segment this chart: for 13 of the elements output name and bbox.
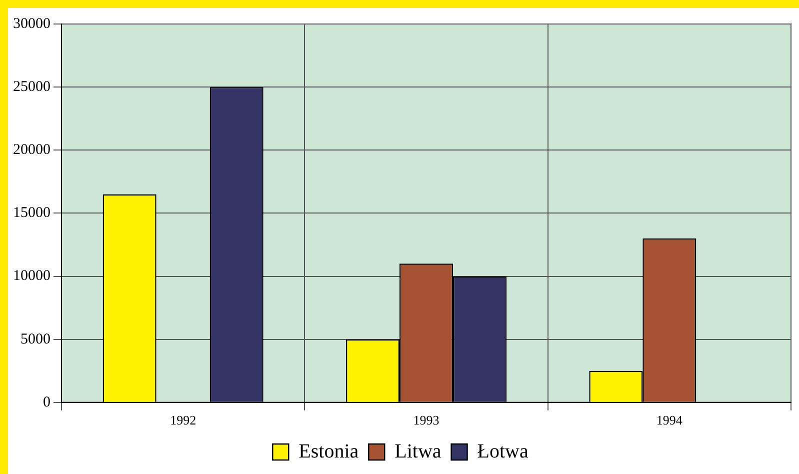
y-tick-label: 20000 xyxy=(13,142,50,158)
y-tick-label: 25000 xyxy=(13,79,50,96)
y-tick-label: 30000 xyxy=(13,16,50,32)
x-tick-label: 1992 xyxy=(170,412,196,428)
y-tick-label: 10000 xyxy=(13,268,50,284)
x-tick-label: 1994 xyxy=(656,412,683,428)
y-tick-label: 0 xyxy=(43,394,50,410)
y-tick-label: 15000 xyxy=(13,205,50,222)
legend-label: Litwa xyxy=(394,440,442,462)
x-tick-label: 1993 xyxy=(413,412,440,428)
legend-label: Łotwa xyxy=(477,440,528,462)
legend-label: Estonia xyxy=(298,440,359,462)
y-tick-label: 5000 xyxy=(20,331,50,348)
